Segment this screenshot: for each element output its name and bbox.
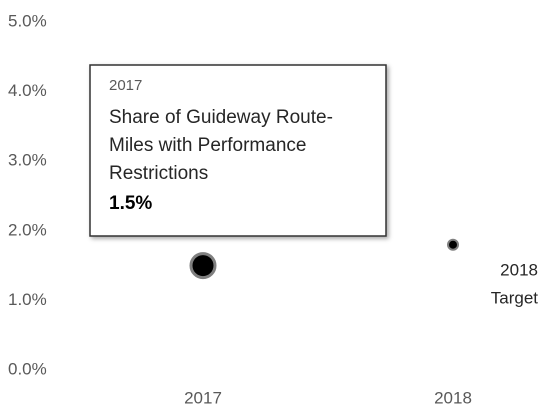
tooltip-value: 1.5%: [109, 193, 152, 214]
y-tick-label: 1.0%: [8, 290, 47, 309]
tooltip-text: Restrictions: [109, 163, 208, 184]
point: [447, 238, 459, 251]
y-tick-label: 4.0%: [8, 81, 47, 100]
annotation: 2018: [500, 260, 538, 279]
x-tick-label: 2017: [184, 388, 222, 407]
tooltip-category: 2017: [109, 77, 142, 94]
y-tick-label: 2.0%: [8, 220, 47, 239]
x-tick-label: 2018: [434, 388, 472, 407]
y-tick-label: 3.0%: [8, 151, 47, 170]
annotation: Target: [491, 288, 539, 307]
point: [189, 252, 217, 280]
tooltip-box: [89, 64, 387, 237]
y-tick-label: 0.0%: [8, 359, 47, 378]
tooltip: 2017 Share of Guideway Route- Miles with P…: [89, 64, 387, 237]
tooltip-text: Share of Guideway Route-: [109, 107, 333, 128]
tooltip-text: Miles with Performance: [109, 135, 306, 156]
y-tick-label: 5.0%: [8, 11, 47, 30]
